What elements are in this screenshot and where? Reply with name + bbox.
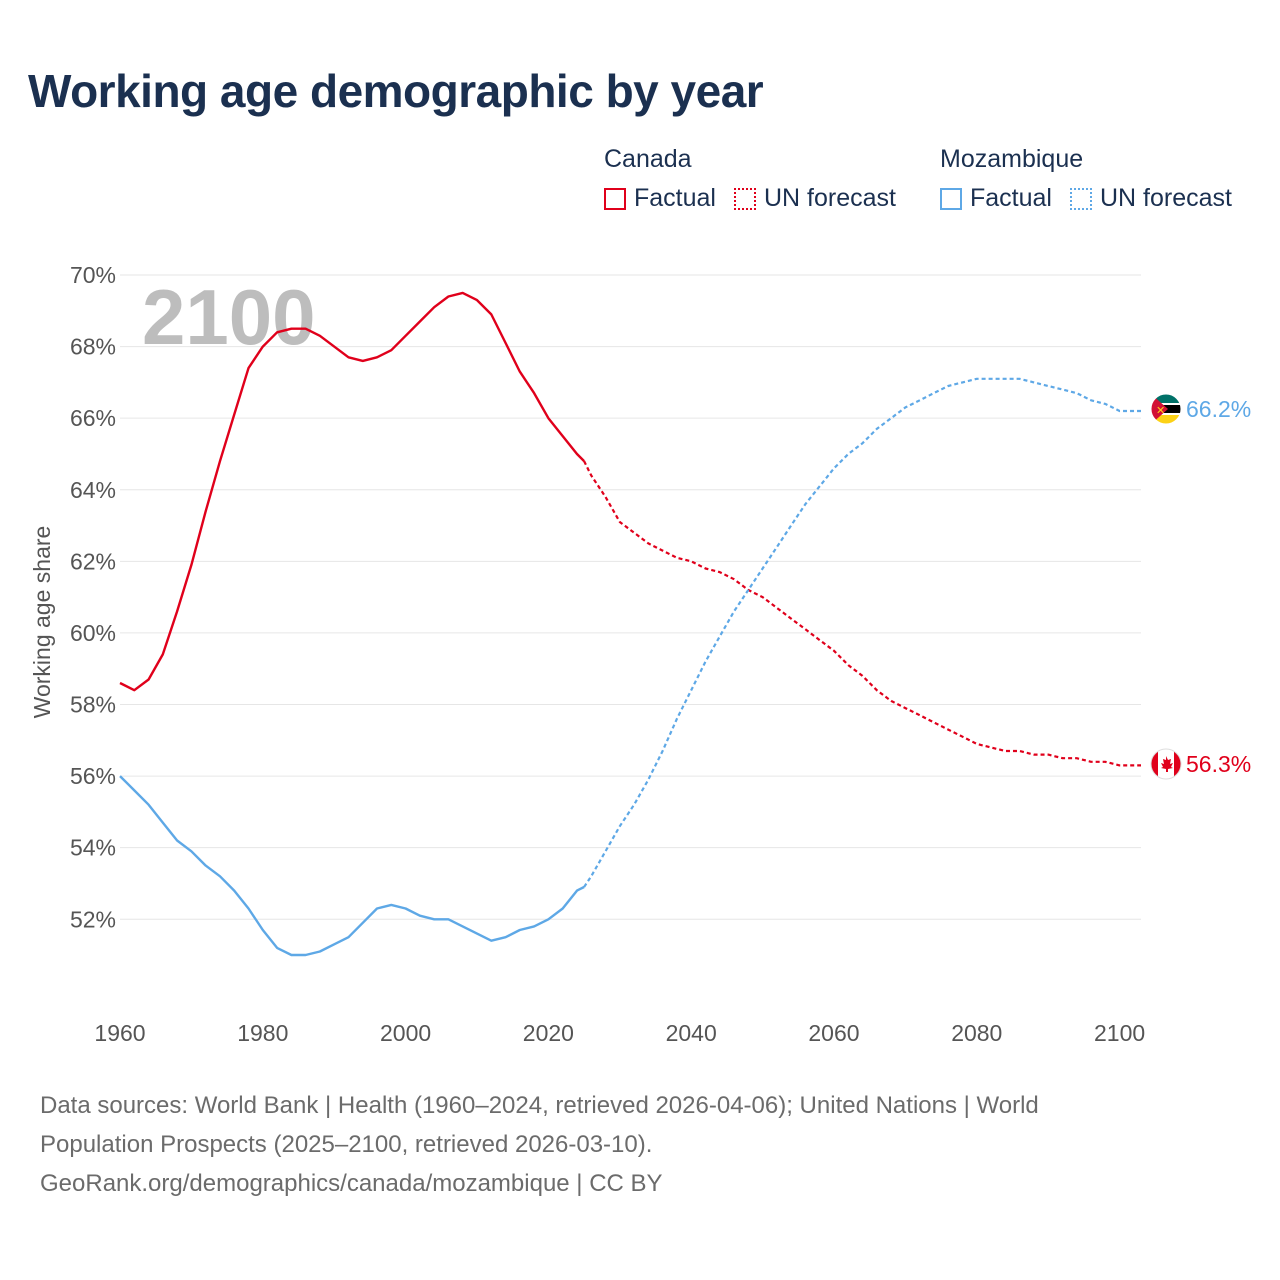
canada-factual-line — [119, 291, 585, 692]
y-axis-ticks: 52% 54% 56% 58% 60% 62% 64% 66% 68% 70% — [70, 262, 116, 932]
x-tick-label: 2100 — [1094, 1020, 1145, 1046]
y-tick-label: 66% — [70, 405, 116, 431]
y-tick-label: 60% — [70, 620, 116, 646]
legend-mozambique-forecast[interactable]: UN forecast — [1069, 184, 1232, 213]
mozambique-end-label: 66.2% — [1186, 396, 1251, 422]
legend-mozambique-forecast-label: UN forecast — [1099, 184, 1232, 212]
y-tick-label: 56% — [70, 763, 116, 789]
y-tick-label: 70% — [70, 262, 116, 288]
x-axis-ticks: 1960 1980 2000 2020 2040 2060 2080 2100 — [94, 1020, 1145, 1046]
y-tick-label: 58% — [70, 692, 116, 718]
mozambique-factual-swatch-icon — [940, 187, 962, 210]
legend-canada-forecast[interactable]: UN forecast — [733, 184, 896, 213]
legend-canada-name: Canada — [604, 145, 692, 173]
legend-canada: Canada Factual UN forecast — [604, 142, 896, 213]
source-line-3[interactable]: GeoRank.org/demographics/canada/mozambiq… — [40, 1170, 663, 1197]
y-tick-label: 68% — [70, 334, 116, 360]
source-note: Data sources: World Bank | Health (1960–… — [40, 1086, 1240, 1203]
x-tick-label: 2000 — [380, 1020, 431, 1046]
year-watermark: 2100 — [142, 273, 316, 361]
line-chart: 2100 52% 54% 56% 58% 60% 62% 64% 66% 68% 70% 1960… — [29, 262, 1251, 1046]
x-tick-label: 1960 — [94, 1020, 145, 1046]
legend-mozambique-factual-label: Factual — [970, 184, 1052, 212]
legend-canada-forecast-label: UN forecast — [763, 184, 896, 212]
x-tick-label: 2080 — [951, 1020, 1002, 1046]
y-tick-label: 54% — [70, 835, 116, 861]
canada-forecast-swatch-icon — [733, 187, 756, 210]
legend-mozambique: Mozambique Factual UN forecast — [940, 142, 1232, 213]
mozambique-flag-icon: ✕ — [1150, 393, 1182, 425]
legend-canada-factual-label: Factual — [634, 184, 716, 212]
canada-end-label: 56.3% — [1186, 751, 1251, 777]
y-tick-label: 52% — [70, 906, 116, 932]
canada-forecast-line — [583, 460, 1141, 767]
series — [119, 291, 1141, 957]
legend-mozambique-factual[interactable]: Factual — [940, 184, 1052, 213]
canada-flag-icon — [1150, 748, 1182, 780]
legend-mozambique-name: Mozambique — [940, 145, 1084, 173]
legend-canada-factual[interactable]: Factual — [604, 184, 716, 213]
x-tick-label: 1980 — [237, 1020, 288, 1046]
chart-title: Working age demographic by year — [28, 65, 764, 117]
mozambique-factual-line — [119, 775, 585, 957]
x-tick-label: 2020 — [523, 1020, 574, 1046]
source-line-2: Population Prospects (2025–2100, retriev… — [40, 1131, 653, 1158]
x-tick-label: 2060 — [808, 1020, 859, 1046]
x-tick-label: 2040 — [666, 1020, 717, 1046]
y-tick-label: 62% — [70, 548, 116, 574]
svg-text:✕: ✕ — [1156, 404, 1165, 417]
mozambique-forecast-swatch-icon — [1069, 187, 1092, 210]
grid — [120, 274, 1141, 920]
source-line-1: Data sources: World Bank | Health (1960–… — [40, 1092, 1039, 1119]
y-axis-label: Working age share — [29, 526, 55, 719]
canada-factual-swatch-icon — [604, 187, 626, 210]
y-tick-label: 64% — [70, 477, 116, 503]
